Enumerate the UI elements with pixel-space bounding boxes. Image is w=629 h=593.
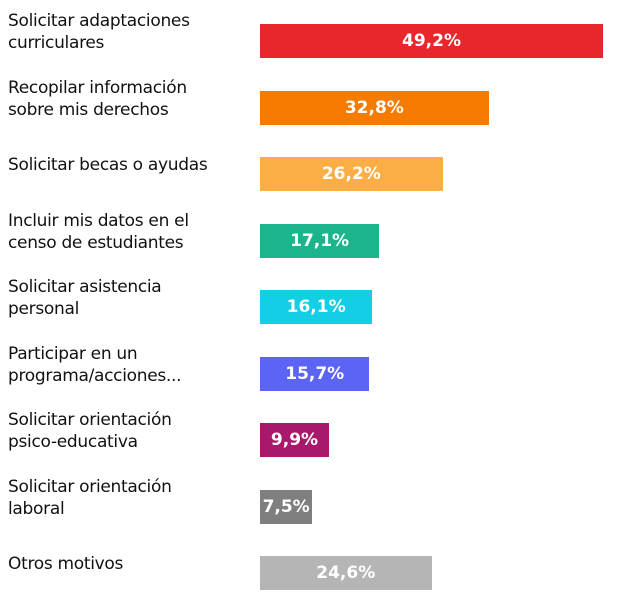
- category-label: Solicitar becas o ayudas: [8, 155, 208, 175]
- bar: 17,1%: [260, 223, 380, 258]
- bar: 15,7%: [260, 356, 370, 391]
- value-label: 49,2%: [402, 31, 461, 51]
- value-label: 32,8%: [344, 97, 404, 118]
- value-label: 7,5%: [262, 496, 310, 517]
- value-label: 15,7%: [285, 363, 345, 384]
- value-label: 26,2%: [321, 164, 381, 184]
- bar: 32,8%: [260, 90, 489, 125]
- bar: 16,1%: [260, 290, 373, 324]
- category-label: Incluir mis datos en el censo de estudia…: [8, 210, 189, 253]
- category-label: Recopilar información sobre mis derechos: [8, 77, 187, 120]
- bar: 26,2%: [260, 157, 443, 191]
- category-label: Otros motivos: [8, 554, 124, 574]
- value-label: 16,1%: [286, 297, 346, 317]
- value-label: 9,9%: [270, 430, 319, 450]
- category-label: Solicitar orientación laboral: [8, 476, 172, 519]
- bar: 9,9%: [260, 423, 330, 457]
- category-label: Solicitar orientación psico-educativa: [8, 410, 172, 452]
- category-label: Solicitar asistencia personal: [8, 277, 162, 319]
- category-label: Solicitar adaptaciones curriculares: [8, 11, 190, 53]
- bar: 24,6%: [260, 556, 432, 590]
- bar: 49,2%: [260, 24, 603, 58]
- value-label: 17,1%: [290, 230, 350, 251]
- value-label: 24,6%: [316, 563, 376, 583]
- category-label: Participar en un programa/acciones...: [8, 343, 182, 386]
- bar: 7,5%: [260, 489, 313, 524]
